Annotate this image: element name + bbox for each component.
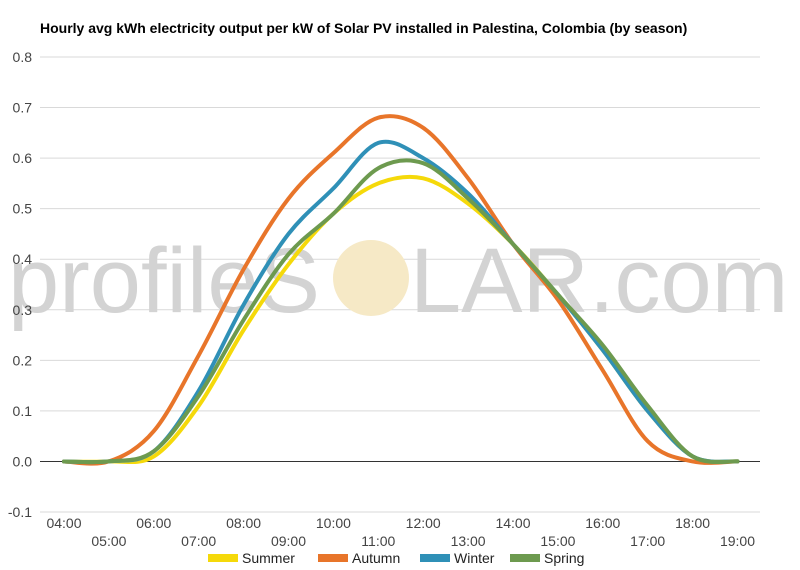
y-tick-label: 0.7 [13, 100, 33, 116]
legend-item-autumn[interactable]: Autumn [318, 550, 400, 566]
legend-label: Spring [544, 550, 584, 566]
x-tick-label: 07:00 [181, 533, 216, 549]
series-lines [62, 114, 740, 466]
legend-swatch [420, 554, 450, 562]
y-axis-ticks: 0.8 0.7 0.6 0.5 0.4 0.3 0.2 0.1 0.0 -0.1 [8, 49, 32, 520]
y-tick-label: 0.0 [13, 453, 33, 469]
watermark-text-right: LAR.com [410, 230, 788, 332]
legend-item-winter[interactable]: Winter [420, 550, 495, 566]
y-tick-label: 0.8 [13, 49, 33, 65]
legend-item-summer[interactable]: Summer [208, 550, 295, 566]
x-tick-label: 06:00 [136, 515, 171, 531]
x-tick-label: 19:00 [720, 533, 755, 549]
x-tick-label: 15:00 [540, 533, 575, 549]
y-tick-label: 0.1 [13, 403, 33, 419]
legend-label: Winter [454, 550, 495, 566]
watermark: profileS LAR.com [8, 230, 788, 332]
y-tick-label: 0.4 [13, 251, 33, 267]
x-tick-label: 08:00 [226, 515, 261, 531]
legend-swatch [510, 554, 540, 562]
x-tick-label: 13:00 [451, 533, 486, 549]
watermark-text-left: profileS [8, 230, 320, 332]
legend-swatch [208, 554, 238, 562]
x-tick-label: 12:00 [406, 515, 441, 531]
x-axis-ticks: 04:00 05:00 06:00 07:00 08:00 09:00 10:00 11:00… [46, 515, 755, 549]
legend: Summer Autumn Winter Spring [208, 550, 584, 566]
chart-title: Hourly avg kWh electricity output per kW… [40, 20, 687, 36]
y-tick-label: 0.5 [13, 201, 33, 217]
x-tick-label: 14:00 [495, 515, 530, 531]
legend-item-spring[interactable]: Spring [510, 550, 584, 566]
y-tick-label: 0.2 [13, 352, 33, 368]
legend-swatch [318, 554, 348, 562]
y-tick-label: 0.3 [13, 302, 33, 318]
series-line-spring [62, 158, 740, 465]
x-tick-label: 09:00 [271, 533, 306, 549]
x-tick-label: 05:00 [91, 533, 126, 549]
legend-label: Autumn [352, 550, 400, 566]
x-tick-label: 18:00 [675, 515, 710, 531]
y-tick-label: 0.6 [13, 150, 33, 166]
series-line-autumn [62, 114, 740, 466]
x-tick-label: 17:00 [630, 533, 665, 549]
legend-label: Summer [242, 550, 295, 566]
x-tick-label: 16:00 [585, 515, 620, 531]
watermark-sun [333, 240, 409, 316]
x-tick-label: 04:00 [46, 515, 81, 531]
x-tick-label: 10:00 [316, 515, 351, 531]
x-tick-label: 11:00 [361, 533, 395, 549]
y-tick-label: -0.1 [8, 504, 32, 520]
